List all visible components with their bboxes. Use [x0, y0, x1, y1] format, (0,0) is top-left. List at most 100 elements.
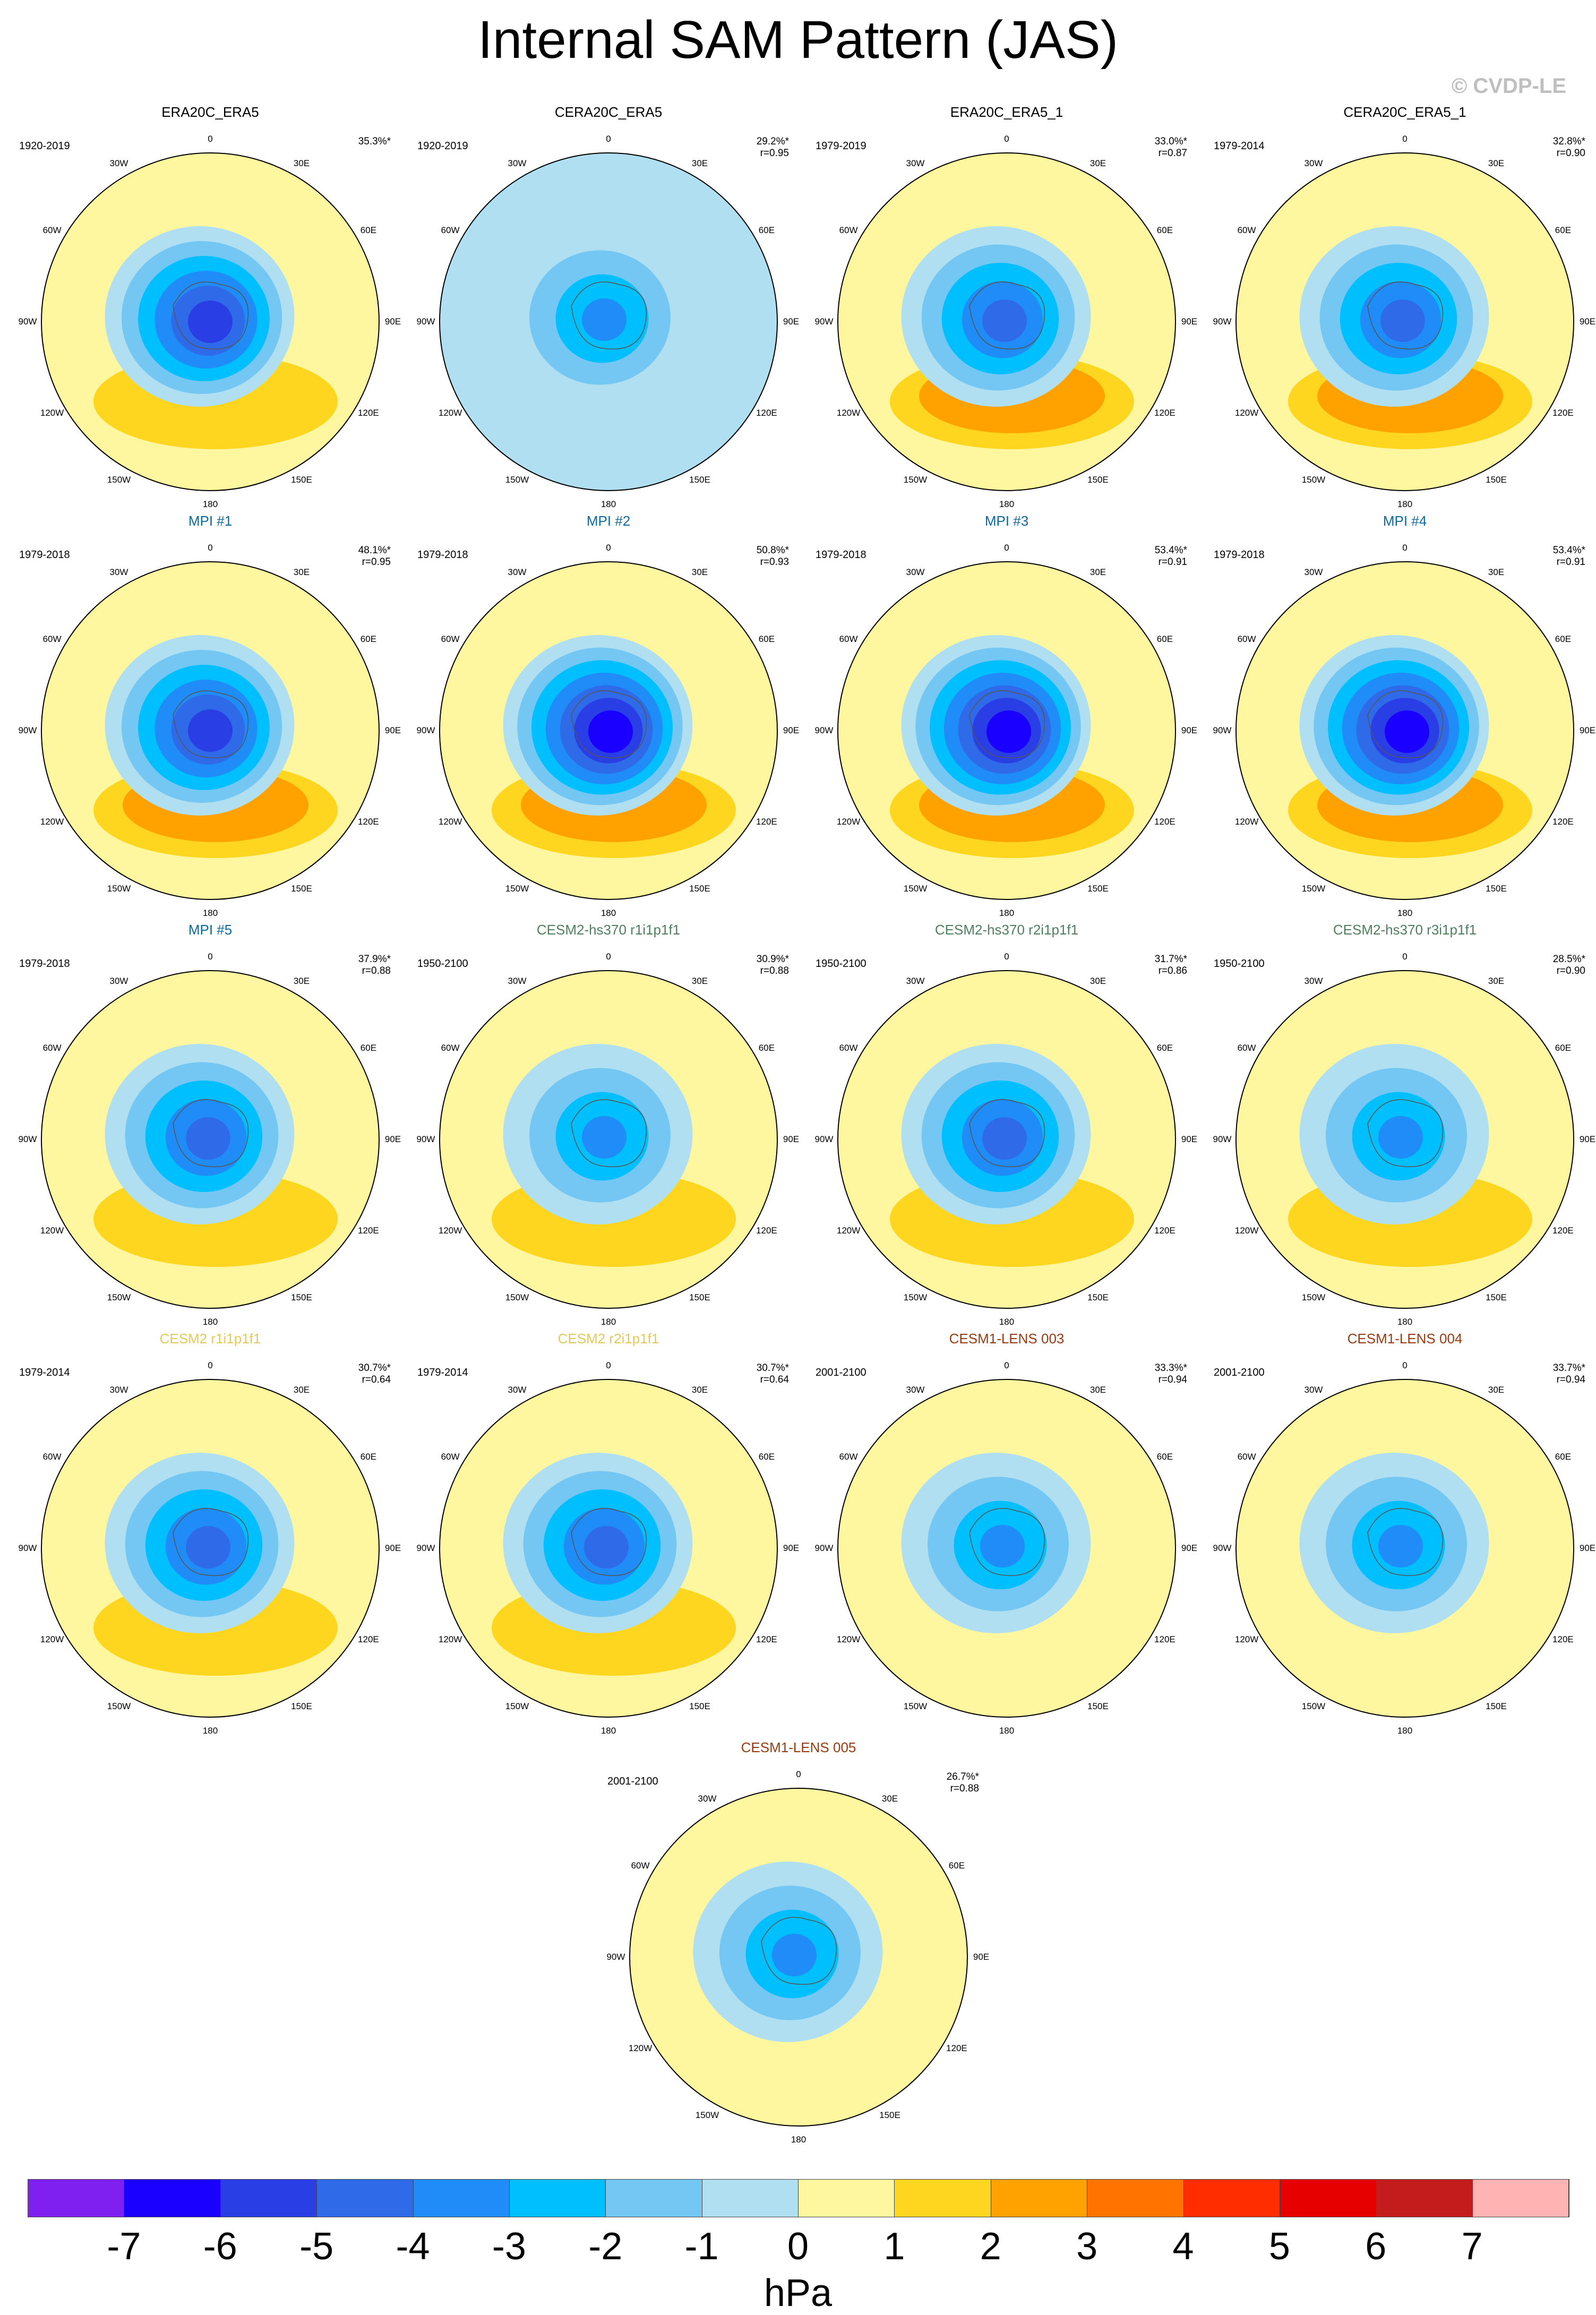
longitude-label: 150W — [505, 474, 529, 485]
colorbar-tick-label: -1 — [684, 2225, 719, 2268]
colorbar-cell — [895, 2180, 991, 2217]
colorbar-cell — [702, 2180, 799, 2217]
longitude-label: 120E — [1154, 408, 1175, 418]
longitude-label: 90W — [416, 1134, 435, 1144]
longitude-label: 120E — [756, 1634, 777, 1644]
longitude-label: 0 — [1004, 543, 1009, 553]
negative-anomaly-contour — [982, 1117, 1027, 1160]
panel-period: 1979-2018 — [417, 549, 468, 561]
longitude-label: 150E — [689, 1701, 710, 1711]
longitude-label: 60E — [360, 1043, 377, 1053]
negative-anomaly-contour — [188, 301, 233, 343]
longitude-label: 150E — [1486, 883, 1507, 894]
longitude-label: 150E — [291, 474, 312, 485]
longitude-label: 30E — [293, 976, 310, 987]
longitude-label: 150E — [1087, 1292, 1109, 1302]
longitude-label: 180 — [1397, 1726, 1413, 1736]
longitude-label: 120E — [358, 408, 379, 418]
longitude-label: 30W — [508, 1385, 527, 1395]
longitude-label: 120W — [836, 408, 861, 418]
longitude-label: 150E — [1087, 474, 1109, 485]
longitude-label: 120W — [1234, 817, 1259, 827]
longitude-label: 30E — [1089, 158, 1106, 169]
colorbar-cell — [606, 2180, 702, 2217]
map-panel: CESM1-LENS 003 2001-2100 33.3%* r=0.94 0 30E 6… — [810, 1331, 1203, 1736]
panel-stats: 33.0%* r=0.87 — [1155, 136, 1187, 159]
longitude-label: 60E — [1555, 1452, 1572, 1462]
longitude-label: 30W — [508, 158, 527, 169]
longitude-label: 30E — [1488, 976, 1505, 987]
longitude-label: 120E — [1552, 408, 1574, 418]
antarctica-coastline — [1367, 1508, 1444, 1576]
map-boundary — [439, 970, 778, 1309]
antarctica-coastline — [571, 690, 647, 759]
longitude-label: 150W — [1301, 1292, 1326, 1302]
antarctica-coastline — [173, 1099, 249, 1168]
map-panel: MPI #2 1979-2018 50.8%* r=0.93 0 30E 60E 90E 120… — [412, 513, 805, 918]
panel-stats: 37.9%* r=0.88 — [358, 954, 391, 977]
longitude-label: 120W — [438, 408, 462, 418]
colorbar-tick-label: 3 — [1076, 2225, 1098, 2268]
pattern-correlation: r=0.88 — [760, 965, 789, 976]
pct-variance: 35.3%* — [358, 136, 391, 147]
antarctica-coastline — [173, 1508, 249, 1576]
longitude-label: 90W — [814, 1134, 834, 1144]
longitude-label: 60E — [1555, 634, 1572, 644]
panel-title: CESM1-LENS 005 — [741, 1739, 856, 1755]
longitude-label: 0 — [1402, 134, 1408, 144]
negative-anomaly-contour — [186, 1117, 230, 1160]
colorbar-cell — [1280, 2180, 1377, 2217]
map-panel: CESM1-LENS 005 2001-2100 26.7%* r=0.88 0 30E 6… — [602, 1739, 995, 2145]
map-panel: CERA20C_ERA5_1 1979-2014 32.8%* r=0.90 0 30E 6… — [1208, 104, 1596, 509]
map-boundary — [1235, 152, 1574, 491]
antarctica-coastline — [173, 281, 249, 350]
figure-title: Internal SAM Pattern (JAS) — [477, 10, 1118, 70]
longitude-label: 30W — [508, 567, 527, 578]
negative-anomaly-contour — [1378, 1525, 1423, 1567]
longitude-label: 120E — [358, 1225, 379, 1236]
longitude-label: 90E — [1181, 1134, 1198, 1144]
longitude-label: 180 — [1397, 499, 1413, 509]
longitude-label: 180 — [999, 1726, 1015, 1736]
longitude-label: 30E — [881, 1794, 898, 1804]
longitude-label: 60E — [1156, 1452, 1173, 1462]
colorbar-cell — [799, 2180, 895, 2217]
antarctica-coastline — [969, 281, 1045, 350]
panel-stats: 50.8%* r=0.93 — [757, 545, 789, 568]
panel-stats: 35.3%* — [358, 136, 391, 148]
polar-map — [41, 1379, 380, 1718]
longitude-label: 150W — [903, 883, 928, 894]
pattern-correlation: r=0.86 — [1158, 965, 1187, 976]
panel-period: 2001-2100 — [816, 1367, 866, 1378]
pattern-correlation: r=0.90 — [1556, 965, 1585, 976]
map-boundary — [439, 561, 778, 900]
polar-map — [1235, 970, 1574, 1309]
longitude-label: 60W — [42, 1043, 62, 1053]
longitude-label: 120W — [40, 1225, 64, 1236]
pct-variance: 50.8%* — [756, 545, 789, 556]
negative-anomaly-contour — [1380, 299, 1425, 342]
longitude-label: 0 — [796, 1769, 801, 1779]
longitude-label: 90E — [1579, 725, 1596, 735]
longitude-label: 150E — [291, 883, 312, 894]
panel-stats: 33.7%* r=0.94 — [1553, 1362, 1585, 1386]
panel-period: 1920-2019 — [417, 140, 468, 152]
panel-title: ERA20C_ERA5 — [161, 104, 259, 120]
pct-variance: 33.0%* — [1154, 136, 1187, 147]
colorbar-tick-label: 1 — [883, 2225, 905, 2268]
longitude-label: 60E — [1555, 1043, 1572, 1053]
longitude-label: 90W — [416, 316, 435, 327]
antarctica-coastline — [571, 281, 647, 350]
colorbar-cell — [124, 2180, 221, 2217]
pct-variance: 26.7%* — [946, 1771, 979, 1782]
longitude-label: 60W — [441, 634, 460, 644]
panel-stats: 48.1%* r=0.95 — [358, 545, 391, 568]
longitude-label: 180 — [999, 908, 1015, 918]
longitude-label: 90W — [1213, 1543, 1232, 1553]
longitude-label: 150W — [1301, 883, 1326, 894]
panel-period: 2001-2100 — [1214, 1367, 1265, 1378]
longitude-label: 180 — [600, 1317, 616, 1327]
longitude-label: 120W — [40, 1634, 64, 1644]
longitude-label: 90W — [416, 725, 435, 735]
longitude-label: 150E — [689, 474, 710, 485]
